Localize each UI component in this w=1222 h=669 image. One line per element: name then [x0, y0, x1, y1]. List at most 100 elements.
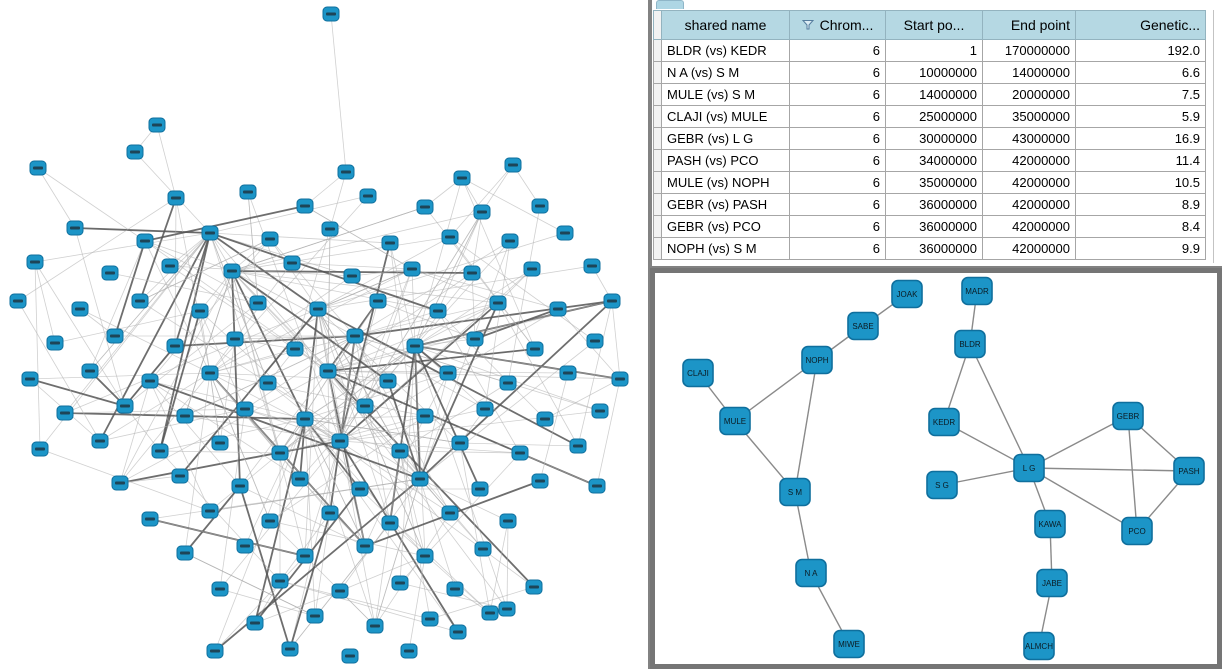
network-node[interactable]	[261, 231, 279, 247]
network-node[interactable]	[201, 365, 219, 381]
network-node[interactable]	[411, 471, 429, 487]
table-row[interactable]: MULE (vs) S M 6 14000000 20000000 7.5	[653, 83, 1206, 106]
network-node[interactable]	[259, 375, 277, 391]
network-node[interactable]	[239, 184, 257, 200]
network-node[interactable]	[131, 293, 149, 309]
network-node[interactable]	[281, 641, 299, 657]
network-node[interactable]	[549, 301, 567, 317]
table-row[interactable]: GEBR (vs) PCO 6 36000000 42000000 8.4	[653, 215, 1206, 238]
network-node[interactable]	[463, 265, 481, 281]
network-node[interactable]	[498, 601, 516, 617]
node-shape[interactable]	[1112, 401, 1144, 431]
table-row[interactable]: GEBR (vs) PASH 6 36000000 42000000 8.9	[653, 193, 1206, 216]
network-node-claji[interactable]: CLAJI	[682, 358, 714, 388]
network-node-miwe[interactable]: MIWE	[833, 629, 865, 659]
network-node[interactable]	[369, 293, 387, 309]
overview-network-canvas[interactable]	[0, 0, 648, 669]
column-header-3[interactable]: End point	[982, 10, 1076, 40]
network-node[interactable]	[536, 411, 554, 427]
filter-funnel-icon[interactable]	[801, 19, 814, 31]
network-node[interactable]	[211, 581, 229, 597]
network-node[interactable]	[126, 144, 144, 160]
network-node-jabe[interactable]: JABE	[1036, 568, 1068, 598]
network-node[interactable]	[473, 204, 491, 220]
node-shape[interactable]	[928, 407, 960, 437]
network-node[interactable]	[116, 398, 134, 414]
network-node[interactable]	[603, 293, 621, 309]
network-node[interactable]	[406, 338, 424, 354]
network-node[interactable]	[416, 199, 434, 215]
node-shape[interactable]	[926, 470, 958, 500]
network-node[interactable]	[583, 258, 601, 274]
network-node[interactable]	[499, 513, 517, 529]
network-node[interactable]	[56, 405, 74, 421]
table-row[interactable]: BLDR (vs) KEDR 6 1 170000000 192.0	[653, 39, 1206, 62]
network-node[interactable]	[356, 398, 374, 414]
network-node[interactable]	[556, 225, 574, 241]
node-shape[interactable]	[1013, 453, 1045, 483]
network-node[interactable]	[236, 538, 254, 554]
network-node[interactable]	[322, 6, 340, 22]
network-node[interactable]	[171, 468, 189, 484]
network-node[interactable]	[400, 643, 418, 659]
network-node[interactable]	[31, 441, 49, 457]
network-node[interactable]	[309, 301, 327, 317]
network-node[interactable]	[439, 365, 457, 381]
network-node-almch[interactable]: ALMCH	[1023, 631, 1055, 661]
network-node[interactable]	[346, 328, 364, 344]
network-node[interactable]	[283, 255, 301, 271]
network-node[interactable]	[471, 481, 489, 497]
network-node[interactable]	[531, 198, 549, 214]
node-shape[interactable]	[719, 406, 751, 436]
table-row[interactable]: N A (vs) S M 6 10000000 14000000 6.6	[653, 61, 1206, 84]
network-node[interactable]	[337, 164, 355, 180]
node-shape[interactable]	[833, 629, 865, 659]
network-node[interactable]	[341, 648, 359, 664]
node-shape[interactable]	[954, 329, 986, 359]
network-node[interactable]	[429, 303, 447, 319]
network-node[interactable]	[531, 473, 549, 489]
network-node-gebr[interactable]: GEBR	[1112, 401, 1144, 431]
network-node[interactable]	[391, 575, 409, 591]
network-node[interactable]	[296, 198, 314, 214]
network-node[interactable]	[446, 581, 464, 597]
network-node-kawa[interactable]: KAWA	[1034, 509, 1066, 539]
network-node[interactable]	[403, 261, 421, 277]
network-node[interactable]	[306, 608, 324, 624]
network-node-bldr[interactable]: BLDR	[954, 329, 986, 359]
node-shape[interactable]	[1034, 509, 1066, 539]
network-node[interactable]	[499, 375, 517, 391]
network-node-l-g[interactable]: L G	[1013, 453, 1045, 483]
network-node[interactable]	[201, 503, 219, 519]
network-node[interactable]	[391, 443, 409, 459]
network-node[interactable]	[148, 117, 166, 133]
network-node[interactable]	[261, 513, 279, 529]
network-node-noph[interactable]: NOPH	[801, 345, 833, 375]
network-node[interactable]	[321, 505, 339, 521]
network-node[interactable]	[223, 263, 241, 279]
network-node[interactable]	[586, 333, 604, 349]
network-node[interactable]	[21, 371, 39, 387]
network-node[interactable]	[421, 611, 439, 627]
network-node[interactable]	[319, 363, 337, 379]
network-node[interactable]	[91, 433, 109, 449]
network-node-kedr[interactable]: KEDR	[928, 407, 960, 437]
network-node[interactable]	[466, 331, 484, 347]
network-node-sabe[interactable]: SABE	[847, 311, 879, 341]
network-node[interactable]	[453, 170, 471, 186]
node-shape[interactable]	[795, 558, 827, 588]
network-node[interactable]	[359, 188, 377, 204]
network-node-pco[interactable]: PCO	[1121, 516, 1153, 546]
network-node[interactable]	[271, 573, 289, 589]
network-node[interactable]	[81, 363, 99, 379]
network-node[interactable]	[291, 471, 309, 487]
network-node[interactable]	[381, 515, 399, 531]
table-row[interactable]: CLAJI (vs) MULE 6 25000000 35000000 5.9	[653, 105, 1206, 128]
network-node[interactable]	[249, 295, 267, 311]
node-shape[interactable]	[1121, 516, 1153, 546]
network-node[interactable]	[29, 160, 47, 176]
network-node[interactable]	[206, 643, 224, 659]
network-node[interactable]	[331, 433, 349, 449]
network-node[interactable]	[236, 401, 254, 417]
node-shape[interactable]	[891, 279, 923, 309]
